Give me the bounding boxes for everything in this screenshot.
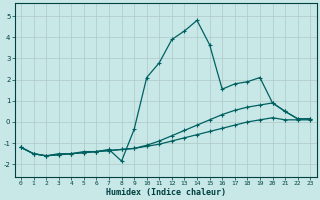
X-axis label: Humidex (Indice chaleur): Humidex (Indice chaleur): [106, 188, 226, 197]
